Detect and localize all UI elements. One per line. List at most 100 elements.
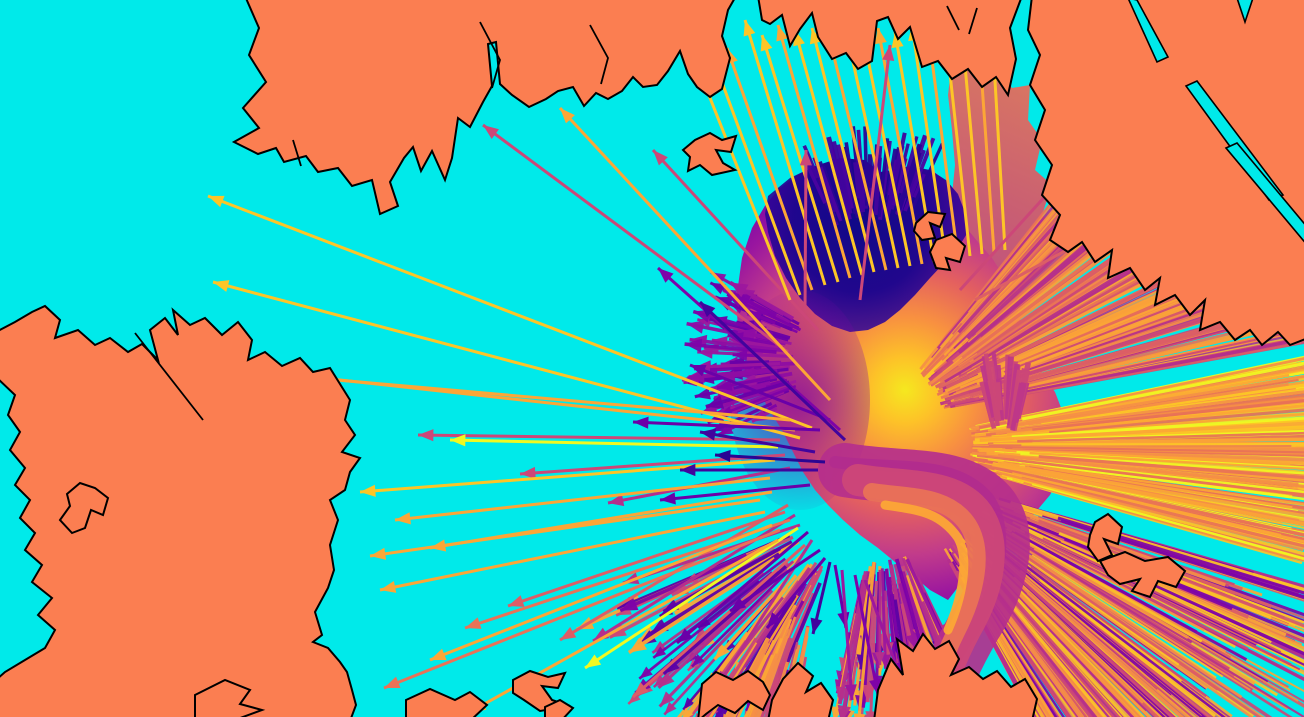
arrow-head [664, 701, 677, 715]
arrow-shaft [760, 34, 840, 283]
quiver-arrow [676, 530, 809, 645]
islet-south-b [405, 687, 489, 717]
arrow-shaft [991, 525, 1304, 717]
coast-ridge-2 [134, 332, 204, 421]
arrow-shaft [906, 149, 926, 196]
arrow-shaft [1006, 404, 1304, 436]
arrow-head [208, 195, 225, 208]
arrow-shaft [257, 369, 796, 432]
arrow-shaft [984, 565, 1121, 717]
arrow-head [743, 20, 756, 37]
quiver-arrow [519, 453, 786, 479]
arrow-shaft [482, 123, 789, 354]
arrow-head [710, 282, 726, 295]
arrow-shaft [760, 637, 791, 717]
arrow-head [360, 484, 376, 497]
arrow-shaft [990, 608, 1066, 717]
arrow-shaft [996, 470, 1304, 552]
arrow-shaft [627, 556, 776, 655]
arrow-head [691, 653, 705, 667]
arrow-head [370, 547, 387, 560]
arrow-head [653, 646, 667, 658]
channel-1 [1128, 0, 1170, 64]
arrow-shaft [417, 433, 781, 442]
arrow-shaft [1012, 382, 1027, 423]
arrow-shaft [659, 483, 811, 502]
arrow-head [717, 379, 733, 391]
arrow-shaft [803, 149, 808, 311]
arrow-shaft [793, 29, 864, 276]
quiver-arrow [809, 27, 876, 273]
arrow-shaft [979, 381, 997, 430]
arrow-shaft [826, 31, 888, 271]
arrow-shaft [909, 142, 944, 212]
quiver-arrow [680, 463, 818, 477]
arrow-head [450, 434, 466, 447]
channel-3 [1224, 142, 1304, 243]
arrow-shaft [713, 578, 789, 661]
channel-4 [1236, 0, 1254, 25]
quiver-arrow [482, 123, 789, 354]
arrow-shaft [836, 144, 854, 210]
arrow-shaft [997, 453, 1299, 486]
arrow-head [799, 150, 812, 166]
quiver-arrow [699, 428, 816, 454]
arrow-head [882, 45, 895, 61]
quiver-arrow [651, 148, 820, 332]
arrow-shaft [987, 599, 1070, 717]
quiver-arrow [858, 44, 895, 301]
arrow-shaft [979, 421, 1304, 443]
arrow-head [560, 626, 577, 640]
arrow-shaft [1039, 578, 1216, 717]
arrow-shaft [971, 445, 1304, 454]
arrow-head [686, 320, 705, 334]
quiver-arrow [760, 34, 840, 283]
quiver-arrow [840, 569, 857, 701]
arrow-shaft [1001, 528, 1299, 702]
arrow-head [810, 617, 823, 634]
arrow-shaft [1001, 472, 1304, 556]
quiver-arrow [417, 429, 781, 442]
arrow-head [698, 616, 711, 629]
arrow-shaft [710, 54, 802, 296]
quiver-arrow [558, 106, 832, 402]
arrow-shaft [912, 173, 926, 199]
coast-ridge-1 [589, 24, 609, 85]
islet-west [58, 481, 110, 535]
arrow-head [700, 428, 717, 441]
arrow-shaft [1012, 472, 1282, 536]
arrow-shaft [976, 454, 1304, 497]
arrow-head [853, 713, 866, 717]
arrow-shaft [819, 166, 843, 222]
arrow-shaft [1043, 467, 1293, 509]
arrow-head [776, 25, 789, 42]
arrow-head [633, 416, 649, 429]
landmass-northeast [1026, 0, 1304, 347]
arrow-head [728, 296, 744, 308]
arrow-shaft [985, 594, 1072, 717]
arrow-head [628, 637, 648, 653]
arrow-shaft [837, 570, 868, 705]
island-north-center [681, 131, 738, 177]
arrow-shaft [977, 462, 1304, 537]
arrow-shaft [714, 453, 826, 464]
arrow-shaft [673, 542, 793, 616]
arrow-shaft [558, 106, 832, 402]
arrow-shaft [1021, 462, 1304, 506]
arrow-head [628, 692, 641, 704]
landmass-north [231, 0, 735, 216]
arrow-shaft [1021, 475, 1304, 548]
quiver-arrow [632, 543, 806, 699]
quiver-arrow [429, 523, 773, 662]
coast-ridge-0 [479, 21, 501, 89]
arrow-shaft [1029, 451, 1304, 471]
arrow-head [418, 429, 434, 442]
arrow-head [658, 672, 675, 688]
arrow-shaft [997, 461, 1304, 518]
arrow-shaft [993, 437, 1304, 446]
arrow-shaft [1030, 565, 1207, 698]
arrow-shaft [995, 551, 1189, 717]
arrow-shaft [507, 510, 786, 608]
arrow-head [659, 691, 675, 707]
